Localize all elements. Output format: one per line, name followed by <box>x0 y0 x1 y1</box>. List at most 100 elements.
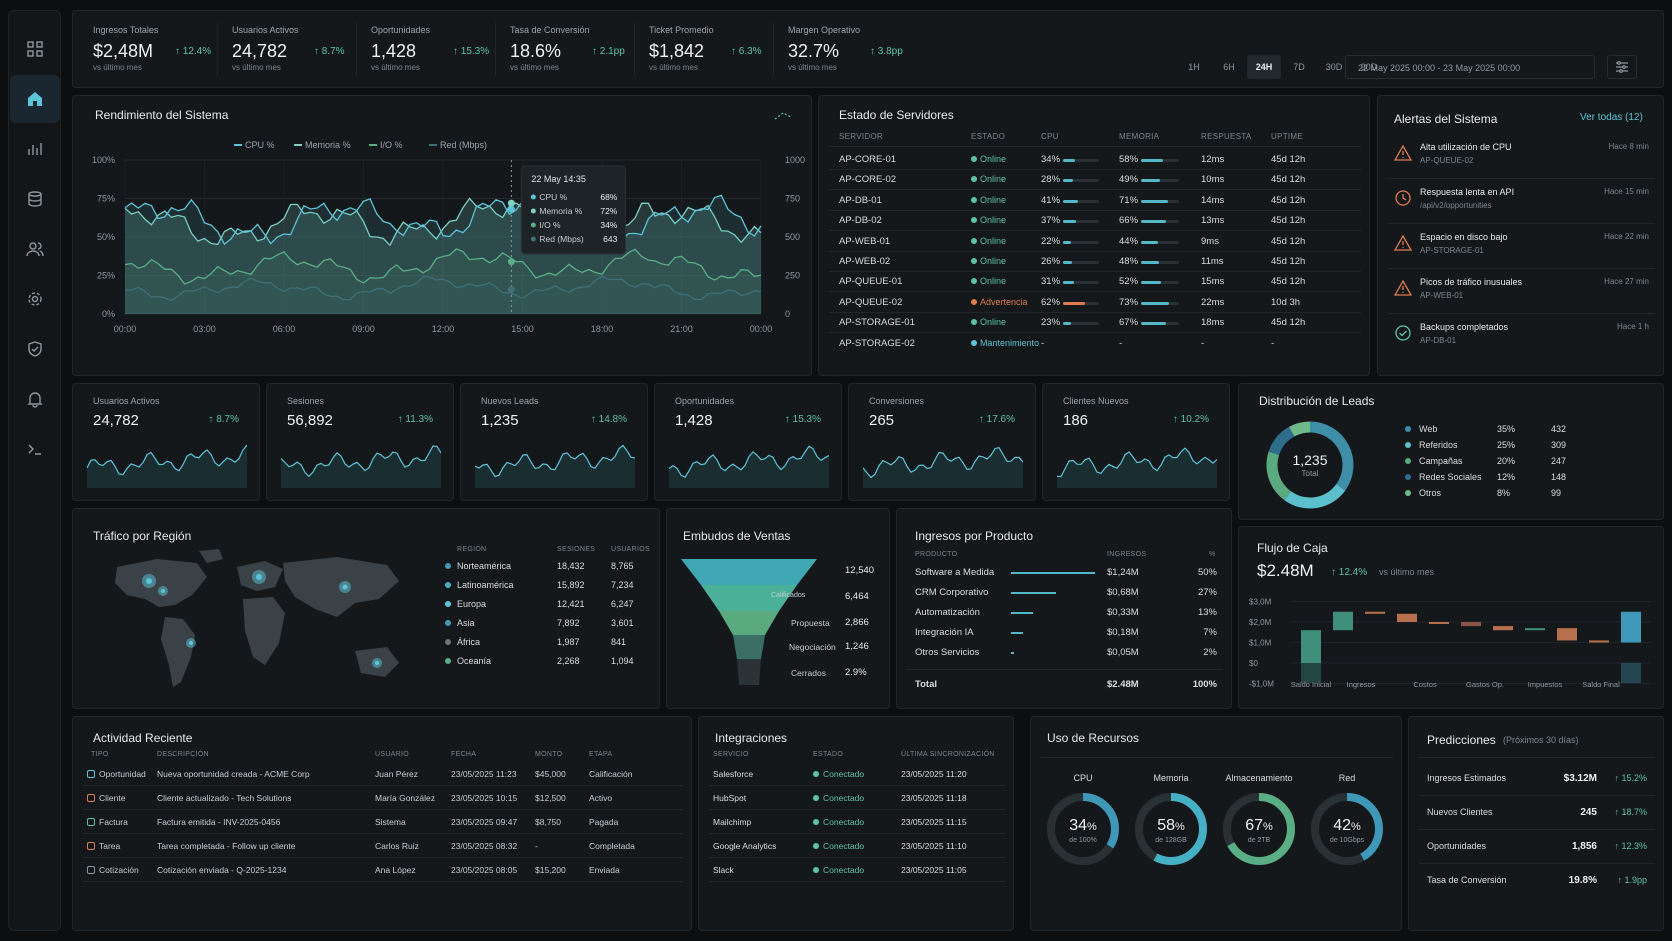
alert-item[interactable]: Backups completados AP-DB-01 Hace 1 h <box>1378 316 1663 358</box>
activity-cell: 23/05/2025 08:05 <box>451 865 518 875</box>
integration-row[interactable]: Slack Conectado 23/05/2025 11:05 <box>699 865 1013 887</box>
alert-item[interactable]: Respuesta lenta en API/api/v2/opportunit… <box>1378 181 1663 223</box>
mini-card[interactable]: Clientes Nuevos 186 ↑ 10.2% <box>1042 383 1230 501</box>
cashflow-chart[interactable]: $3,0M $2,0M $1,0M $0 -$1,0M Saldo Inicial Ingr… <box>1239 527 1664 709</box>
alert-item[interactable]: Picos de tráfico inusuales AP-WEB-01 Hace … <box>1378 271 1663 313</box>
mini-card[interactable]: Nuevos Leads 1,235 ↑ 14.8% <box>460 383 648 501</box>
view-all-alerts-link[interactable]: Ver todas (12) <box>1580 112 1643 123</box>
timeframe-button-6h[interactable]: 6H <box>1223 62 1235 72</box>
lead-percent: 12% <box>1497 472 1516 482</box>
integration-row[interactable]: Mailchimp Conectado 23/05/2025 11:15 <box>699 817 1013 839</box>
resource-value: 42% <box>1317 817 1377 835</box>
mini-card[interactable]: Sesiones 56,892 ↑ 11.3% <box>266 383 454 501</box>
users-icon[interactable] <box>10 225 60 273</box>
server-row[interactable]: AP-STORAGE-01 Online 23% 67% 18ms 45d 12h <box>819 317 1369 337</box>
server-row[interactable]: AP-CORE-01 Online 34% 58% 12ms 45d 12h <box>819 154 1369 174</box>
alert-item[interactable]: Alta utilización de CPU AP-QUEUE-02 Hace 8… <box>1378 136 1663 178</box>
server-row[interactable]: AP-CORE-02 Online 28% 49% 10ms 45d 12h <box>819 174 1369 194</box>
mini-card[interactable]: Usuarios Activos 24,782 ↑ 8.7% <box>72 383 260 501</box>
legend-dot <box>1405 442 1411 448</box>
status-dot <box>971 319 977 326</box>
activity-row[interactable]: Cotización Cotización enviada - Q-2025-12… <box>73 865 691 887</box>
terminal-icon[interactable] <box>10 425 60 473</box>
kpi-label: Usuarios Activos <box>232 25 299 35</box>
date-range-picker[interactable]: 22 May 2025 00:00 - 23 May 2025 00:00 <box>1345 55 1595 79</box>
cpu-bar <box>1063 199 1099 203</box>
integration-row[interactable]: Salesforce Conectado 23/05/2025 11:20 <box>699 769 1013 791</box>
mini-card[interactable]: Conversiones 265 ↑ 17.6% <box>848 383 1036 501</box>
x-tick: 12:00 <box>432 324 455 334</box>
server-row[interactable]: AP-WEB-01 Online 22% 44% 9ms 45d 12h <box>819 236 1369 256</box>
activity-cell: María González <box>375 793 435 803</box>
database-icon[interactable] <box>10 175 60 223</box>
x-tick: Ingresos <box>1347 680 1376 689</box>
kpi-delta: ↑ 6.3% <box>731 46 762 57</box>
server-cpu: 23% <box>1041 317 1061 329</box>
expand-icon[interactable] <box>773 108 793 126</box>
server-cpu: 41% <box>1041 194 1061 206</box>
alert-source: AP-DB-01 <box>1420 336 1457 345</box>
activity-type-icon <box>87 818 95 826</box>
activity-row[interactable]: Factura Factura emitida - INV-2025-0456 Si… <box>73 817 691 839</box>
server-row[interactable]: AP-DB-01 Online 41% 71% 14ms 45d 12h <box>819 194 1369 215</box>
row-divider <box>709 833 1005 834</box>
activity-row[interactable]: Oportunidad Nueva oportunidad creada - AC… <box>73 769 691 791</box>
activity-cell: Activo <box>589 793 613 803</box>
mini-value: 1,235 <box>481 412 519 429</box>
activity-row[interactable]: Cliente Cliente actualizado - Tech Soluti… <box>73 793 691 815</box>
alert-title: Respuesta lenta en API <box>1420 187 1515 197</box>
gauge-fill <box>1047 793 1119 865</box>
timeframe-button-30d[interactable]: 30D <box>1325 62 1343 72</box>
x-tick: Saldo Final <box>1582 680 1620 689</box>
integration-header: SERVICIO <box>713 751 749 758</box>
lead-source: Otros <box>1419 488 1442 498</box>
funnel-chart[interactable] <box>679 559 819 699</box>
bell-icon[interactable] <box>10 375 60 423</box>
cashflow-bar <box>1525 628 1545 631</box>
activity-cell: 23/05/2025 10:15 <box>451 793 518 803</box>
product-percent: 7% <box>1203 627 1217 638</box>
integration-row[interactable]: HubSpot Conectado 23/05/2025 11:18 <box>699 793 1013 815</box>
server-row[interactable]: AP-STORAGE-02 Mantenimiento - - - - <box>819 338 1369 358</box>
cpu-bar-fill <box>1063 199 1078 203</box>
settings-icon[interactable] <box>10 275 60 323</box>
alert-item[interactable]: Espacio en disco bajo AP-STORAGE-01 Hace 2… <box>1378 226 1663 268</box>
timeframe-button-90d[interactable]: 90D <box>1360 62 1378 72</box>
activity-panel: Actividad Reciente TIPO DESCRIPCIÓN USUARI… <box>72 716 692 931</box>
server-row[interactable]: AP-DB-02 Online 37% 66% 13ms 45d 12h <box>819 215 1369 235</box>
server-header: RESPUESTA <box>1201 132 1252 141</box>
server-row[interactable]: AP-QUEUE-01 Online 31% 52% 15ms 45d 12h <box>819 276 1369 296</box>
activity-cell: Juan Pérez <box>375 769 418 779</box>
server-row[interactable]: AP-QUEUE-02 Advertencia 62% 73% 22ms 10d 3h <box>819 296 1369 317</box>
product-percent: 2% <box>1203 647 1217 658</box>
y-tick: -$1,0M <box>1249 680 1274 689</box>
server-memory: 48% <box>1119 256 1139 267</box>
analytics-icon[interactable] <box>10 125 60 173</box>
resource-unit: % <box>1263 821 1273 833</box>
server-cpu: 62% <box>1041 296 1061 308</box>
filter-icon[interactable] <box>1607 55 1637 79</box>
timeframe-button-7d[interactable]: 7D <box>1293 62 1305 72</box>
home-icon[interactable] <box>10 75 60 123</box>
timeframe-button-24h[interactable]: 24H <box>1247 55 1281 79</box>
row-divider <box>83 809 683 810</box>
timeframe-button-1h[interactable]: 1H <box>1188 62 1200 72</box>
mini-card[interactable]: Oportunidades 1,428 ↑ 15.3% <box>654 383 842 501</box>
grid-icon[interactable] <box>10 25 60 73</box>
product-percent: 13% <box>1197 607 1217 618</box>
donut-segment <box>1284 483 1346 509</box>
activity-row[interactable]: Tarea Tarea completada - Follow up client… <box>73 841 691 863</box>
shield-icon[interactable] <box>10 325 60 373</box>
integration-row[interactable]: Google Analytics Conectado 23/05/2025 11:1… <box>699 841 1013 863</box>
server-row[interactable]: AP-WEB-02 Online 26% 48% 11ms 45d 12h <box>819 256 1369 276</box>
prediction-delta: ↑ 12.3% <box>1614 841 1647 851</box>
crosshair-point <box>507 285 515 293</box>
resource-value: 67% <box>1229 817 1289 835</box>
server-memory: 49% <box>1119 174 1139 186</box>
server-status: Online <box>980 215 1007 226</box>
performance-chart[interactable]: CPU % Memoria % I/O % Red (Mbps) 100% 1000 75%… <box>73 96 812 376</box>
integration-sync: 23/05/2025 11:18 <box>901 793 967 803</box>
activity-cell: Completada <box>589 841 635 851</box>
world-map[interactable] <box>87 547 417 707</box>
cpu-bar-fill <box>1063 281 1075 285</box>
